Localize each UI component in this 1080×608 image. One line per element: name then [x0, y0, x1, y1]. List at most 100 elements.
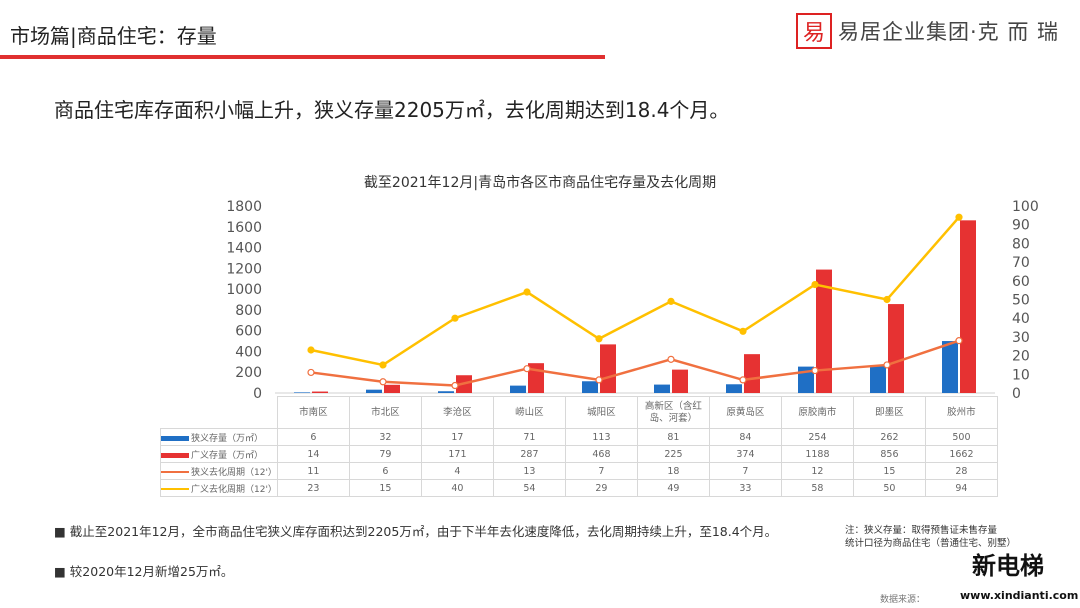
line-point [451, 314, 459, 322]
category-label: 城阳区 [564, 396, 638, 429]
left-axis-tick: 1600 [226, 220, 262, 236]
table-cell: 81 [636, 428, 710, 446]
bullet-1: ■ 截止至2021年12月，全市商品住宅狭义库存面积达到2205万㎡，由于下半年… [54, 524, 778, 539]
table-cell: 40 [420, 479, 494, 497]
right-axis-tick: 80 [1012, 236, 1030, 252]
category-label: 李沧区 [420, 396, 494, 429]
legend-key [161, 435, 189, 441]
table-cell: 32 [348, 428, 422, 446]
bar-broad-stock [384, 384, 400, 393]
header-title: 市场篇|商品住宅：存量 [10, 24, 217, 48]
line-point [379, 378, 387, 386]
bar-narrow-stock [870, 365, 886, 393]
table-cell: 287 [492, 445, 566, 463]
category-label: 胶州市 [924, 396, 998, 429]
left-axis-tick: 1000 [226, 282, 262, 298]
left-axis-tick: 0 [253, 386, 262, 402]
category-label: 市南区 [276, 396, 350, 429]
table-cell: 1188 [780, 445, 854, 463]
bar-narrow-stock [438, 391, 454, 393]
headline: 商品住宅库存面积小幅上升，狭义存量2205万㎡，去化周期达到18.4个月。 [54, 98, 730, 122]
table-cell: 6 [348, 462, 422, 480]
left-axis-tick: 600 [235, 324, 262, 340]
bar-broad-stock [312, 391, 328, 393]
watermark-url: www.xindianti.com [960, 589, 1079, 602]
bar-narrow-stock [294, 392, 310, 393]
table-row: 广义去化周期（12'） 23 15 40 54 29 49 33 58 50 94 [160, 479, 998, 497]
logo-seal: 易 [796, 13, 832, 49]
watermark-brand: 新电梯 [972, 552, 1044, 580]
line-point [883, 361, 891, 369]
footnote-line: 注：狭义存量：取得预售证未售存量 [845, 525, 998, 536]
table-cell: 14 [276, 445, 350, 463]
table-cell: 7 [708, 462, 782, 480]
table-row: 狭义存量（万㎡） 6 32 17 71 113 81 84 254 262 500 [160, 428, 998, 446]
right-axis-tick: 40 [1012, 311, 1030, 327]
table-cell: 15 [852, 462, 926, 480]
line-narrow-cycle [310, 339, 960, 387]
category-label: 高新区（含红岛、河套） [636, 396, 710, 429]
right-axis-tick: 90 [1012, 218, 1030, 234]
table-cell: 84 [708, 428, 782, 446]
line-point [523, 288, 531, 296]
table-cell: 171 [420, 445, 494, 463]
legend-label: 广义去化周期（12'） [191, 484, 277, 495]
right-axis-tick: 50 [1012, 293, 1030, 309]
bar-broad-stock [816, 269, 832, 393]
bullet-text: 截止至2021年12月，全市商品住宅狭义库存面积达到2205万㎡，由于下半年去化… [69, 524, 778, 539]
left-axis-tick: 800 [235, 303, 262, 319]
legend-entry: 广义存量（万㎡） [160, 445, 278, 463]
table-row: 广义存量（万㎡） 14 79 171 287 468 225 374 1188 856 1662 [160, 445, 998, 463]
legend-label: 狭义去化周期（12'） [191, 467, 277, 478]
table-cell: 7 [564, 462, 638, 480]
data-table: 市南区 市北区 李沧区 崂山区 城阳区 高新区（含红岛、河套） 原黄岛区 原胶南市 即墨区 胶州市… [160, 396, 998, 497]
table-cell: 17 [420, 428, 494, 446]
table-cell: 4 [420, 462, 494, 480]
table-cell: 6 [276, 428, 350, 446]
table-cell: 28 [924, 462, 998, 480]
line-point [595, 335, 603, 343]
category-label: 即墨区 [852, 396, 926, 429]
table-cell: 12 [780, 462, 854, 480]
bar-narrow-stock [654, 384, 670, 393]
legend-entry: 狭义去化周期（12'） [160, 462, 278, 480]
legend-key [161, 471, 189, 473]
table-cell: 23 [276, 479, 350, 497]
footnote-line: 统计口径为商品住宅（普通住宅、别墅） [845, 538, 1017, 549]
table-cell: 374 [708, 445, 782, 463]
right-axis-tick: 0 [1012, 386, 1021, 402]
bar-broad-stock [600, 344, 616, 393]
table-cell: 54 [492, 479, 566, 497]
category-label: 原胶南市 [780, 396, 854, 429]
table-cell: 33 [708, 479, 782, 497]
bar-narrow-stock [366, 389, 382, 393]
bar-narrow-stock [942, 341, 958, 393]
legend-label: 狭义存量（万㎡） [191, 433, 264, 444]
line-point [307, 346, 315, 354]
table-cell: 29 [564, 479, 638, 497]
line-point [811, 366, 819, 375]
bar-broad-stock [888, 304, 904, 393]
legend-label: 广义存量（万㎡） [191, 450, 264, 461]
table-cell: 71 [492, 428, 566, 446]
table-cell: 225 [636, 445, 710, 463]
right-axis-tick: 10 [1012, 367, 1030, 383]
source-label: 数据来源： [880, 595, 926, 605]
legend-key [161, 488, 189, 490]
legend-entry: 广义去化周期（12'） [160, 479, 278, 497]
bullet-2: ■ 较2020年12月新增25万㎡。 [54, 564, 234, 579]
line-point [595, 376, 603, 384]
table-cell: 500 [924, 428, 998, 446]
header-divider [0, 55, 605, 59]
line-point [739, 376, 747, 384]
table-cell: 11 [276, 462, 350, 480]
chart-title: 截至2021年12月|青岛市各区市商品住宅存量及去化周期 [363, 175, 717, 191]
table-cell: 468 [564, 445, 638, 463]
category-label: 原黄岛区 [708, 396, 782, 429]
bar-narrow-stock [582, 381, 598, 393]
right-axis-tick: 60 [1012, 274, 1030, 290]
right-axis-tick: 100 [1012, 199, 1039, 215]
line-point [307, 368, 315, 377]
line-point [811, 280, 819, 289]
table-cell: 113 [564, 428, 638, 446]
